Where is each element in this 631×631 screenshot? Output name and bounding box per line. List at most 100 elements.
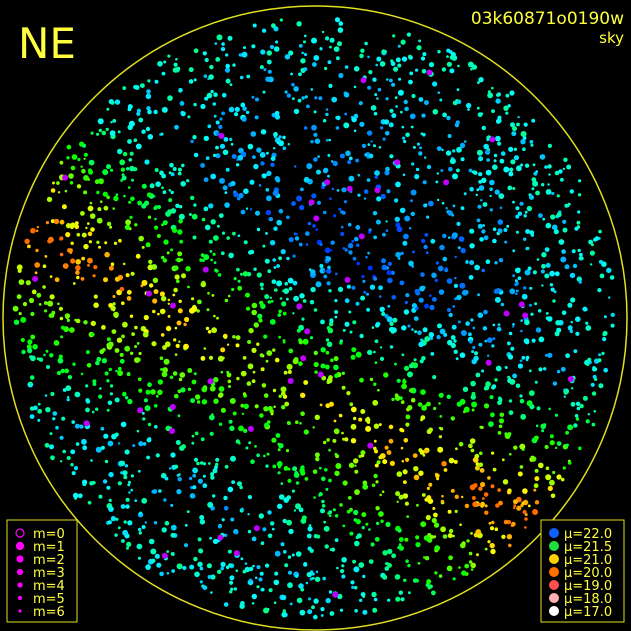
star (509, 378, 516, 385)
star (102, 191, 108, 197)
star (173, 338, 177, 342)
star (336, 115, 341, 121)
star (308, 597, 311, 601)
magnitude-label: m=6 (33, 605, 65, 620)
star (148, 283, 154, 288)
star (75, 259, 81, 265)
star (276, 461, 283, 467)
star (330, 249, 333, 252)
bright-star (62, 174, 69, 181)
star (366, 130, 373, 136)
bright-star (367, 442, 374, 449)
star (562, 466, 566, 470)
star (321, 476, 326, 482)
star (377, 87, 382, 92)
star (469, 484, 476, 491)
star (60, 368, 65, 374)
star (101, 358, 108, 364)
star (323, 269, 326, 273)
star (127, 186, 131, 189)
star (430, 238, 436, 244)
star (127, 398, 133, 405)
star (128, 200, 132, 204)
star (360, 48, 365, 53)
star (248, 250, 253, 255)
star (228, 252, 234, 259)
star (391, 295, 397, 300)
star (241, 412, 245, 416)
star (119, 159, 126, 166)
star (509, 167, 514, 172)
star (159, 133, 163, 136)
star (348, 310, 352, 314)
star (459, 352, 466, 359)
star (148, 264, 154, 270)
star (387, 563, 392, 568)
star (124, 224, 131, 230)
star (268, 217, 274, 222)
star (293, 295, 299, 302)
star (295, 503, 301, 510)
star (487, 337, 493, 343)
star (517, 116, 520, 119)
star (213, 261, 217, 264)
star (75, 318, 81, 324)
star (403, 233, 409, 240)
star (507, 104, 511, 108)
star (544, 273, 550, 279)
star (200, 163, 206, 168)
star (569, 329, 574, 334)
star (240, 370, 247, 377)
star (324, 468, 328, 472)
star (172, 167, 177, 171)
star (113, 241, 118, 245)
star (254, 445, 257, 448)
star (598, 259, 603, 264)
star (475, 193, 478, 197)
star (93, 294, 98, 299)
star (217, 569, 222, 574)
star (310, 140, 314, 144)
star (235, 569, 239, 572)
star (44, 394, 48, 397)
star (203, 135, 209, 142)
star (219, 177, 225, 184)
star (138, 117, 144, 123)
star (206, 308, 210, 312)
star (49, 444, 54, 450)
star (385, 166, 390, 172)
star (515, 289, 519, 293)
star (409, 113, 416, 120)
star (563, 157, 568, 162)
star (217, 355, 224, 362)
star (471, 358, 477, 365)
star (457, 246, 461, 250)
star (71, 420, 75, 424)
star (101, 325, 106, 330)
star (347, 243, 354, 249)
star (372, 607, 378, 613)
star (348, 156, 353, 161)
star (522, 136, 527, 140)
star (209, 431, 214, 436)
star (235, 343, 240, 348)
star (144, 521, 147, 524)
star (46, 196, 53, 203)
star (325, 487, 329, 491)
star (438, 435, 442, 439)
star (603, 367, 608, 373)
star (242, 392, 247, 396)
star (388, 438, 394, 444)
star (79, 141, 85, 147)
star (344, 321, 350, 327)
star (397, 257, 401, 260)
star (87, 264, 90, 267)
bright-star (567, 376, 574, 382)
star (438, 402, 441, 405)
star (487, 354, 490, 357)
star (287, 555, 292, 559)
star (538, 462, 544, 469)
star (138, 235, 144, 242)
star (238, 425, 244, 432)
star (107, 400, 113, 406)
